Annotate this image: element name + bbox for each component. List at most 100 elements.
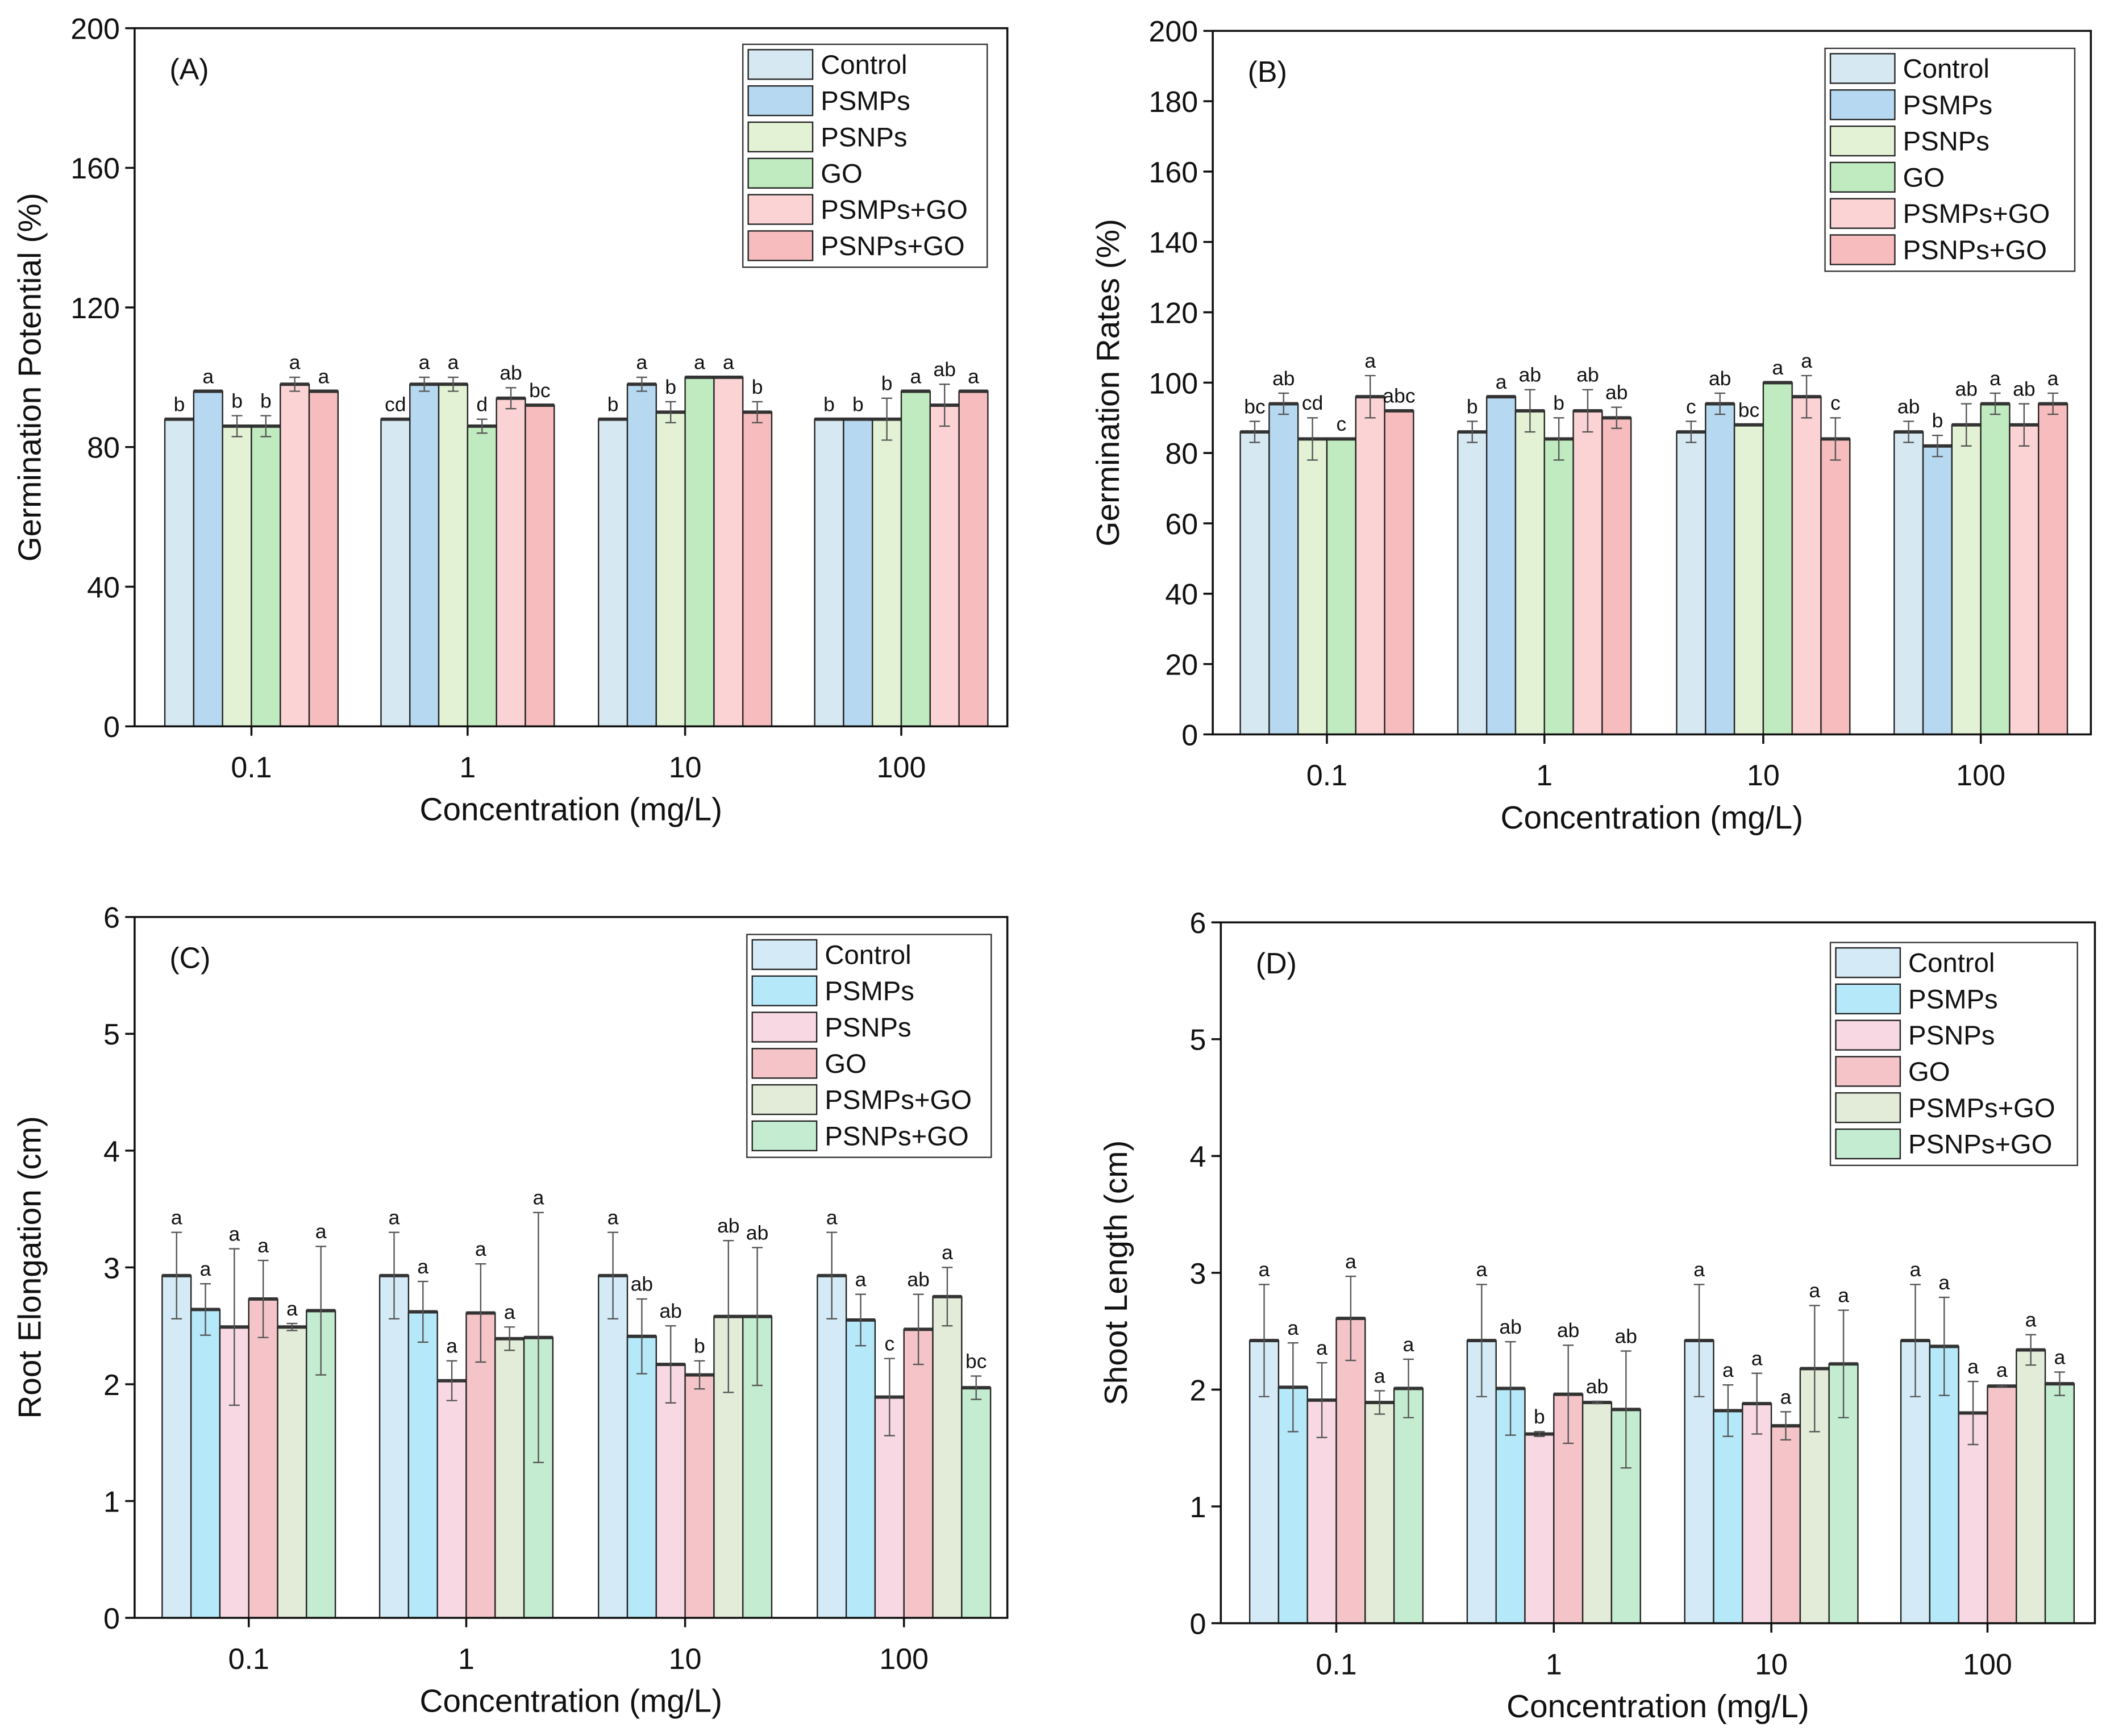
significance-letter: a — [1259, 1258, 1270, 1281]
significance-letter: a — [826, 1206, 838, 1229]
bar — [190, 1309, 221, 1619]
bar — [2009, 424, 2040, 735]
legend-swatch — [751, 1084, 818, 1115]
bar — [193, 390, 223, 727]
x-axis-label: Concentration (mg/L) — [1501, 800, 1803, 836]
bar — [1384, 410, 1414, 735]
y-tick-label: 100 — [1148, 367, 1198, 400]
x-tick-label: 10 — [669, 751, 702, 784]
significance-letter: ab — [1519, 364, 1541, 386]
bar — [1951, 424, 1982, 735]
y-tick-label: 200 — [70, 13, 120, 46]
legend-swatch — [1829, 89, 1896, 120]
y-tick-label: 2 — [103, 1369, 120, 1402]
legend-swatch — [751, 1048, 818, 1079]
legend-swatch — [751, 939, 818, 971]
legend-swatch — [1835, 983, 1901, 1015]
significance-letter: bc — [965, 1350, 987, 1372]
bar — [494, 1338, 525, 1619]
legend-label: PSMPs — [825, 976, 914, 1006]
bar — [1733, 424, 1764, 735]
bar — [1601, 417, 1632, 735]
significance-letter: ab — [1557, 1319, 1579, 1342]
significance-letter: ab — [1615, 1325, 1637, 1347]
bar — [626, 384, 657, 727]
x-tick-label: 0.1 — [231, 751, 272, 784]
legend-label: PSMPs — [821, 86, 910, 116]
bar — [436, 1380, 467, 1619]
bar — [407, 1311, 438, 1619]
significance-letter: ab — [1709, 367, 1731, 390]
significance-letter: c — [884, 1333, 894, 1355]
significance-letter: b — [1467, 395, 1478, 418]
plot-frame — [1212, 30, 2092, 736]
significance-letter: ab — [1586, 1375, 1608, 1398]
legend-label: PSNPs+GO — [1908, 1130, 2052, 1160]
bar — [814, 418, 844, 727]
significance-letter: b — [607, 393, 619, 415]
significance-letter: b — [881, 372, 893, 395]
legend-label: PSMPs+GO — [1903, 199, 2050, 229]
legend-label: PSMPs+GO — [821, 195, 968, 225]
y-tick-label: 160 — [70, 152, 120, 185]
significance-letter: b — [852, 393, 864, 415]
bar — [1742, 1402, 1772, 1624]
y-tick-label: 40 — [87, 571, 120, 604]
significance-letter: d — [476, 393, 488, 415]
bar — [2044, 1383, 2075, 1624]
bar — [1239, 431, 1270, 735]
significance-letter: ab — [660, 1300, 682, 1322]
y-axis-label: Germination Rates (%) — [1091, 219, 1126, 547]
significance-letter: b — [1932, 409, 1943, 432]
legend-label: Control — [825, 940, 911, 970]
bar — [1514, 410, 1545, 735]
x-tick-label: 1 — [458, 1643, 475, 1676]
panel-label: (A) — [169, 53, 209, 86]
bar — [277, 1326, 307, 1619]
significance-letter: a — [942, 1241, 953, 1264]
y-tick-label: 120 — [1148, 297, 1198, 330]
bar — [684, 376, 715, 727]
bar — [655, 411, 686, 727]
significance-letter: a — [1496, 370, 1507, 393]
y-tick-label: 5 — [103, 1018, 120, 1051]
bar — [1355, 396, 1385, 735]
significance-letter: a — [533, 1187, 544, 1209]
bar — [598, 418, 629, 727]
significance-letter: a — [2025, 1309, 2037, 1331]
significance-letter: ab — [717, 1214, 739, 1237]
significance-letter: a — [1316, 1337, 1327, 1359]
bar — [961, 1387, 992, 1619]
bar — [929, 404, 960, 727]
y-tick-label: 200 — [1148, 15, 1198, 48]
bar — [1364, 1401, 1395, 1624]
legend-swatch — [1829, 234, 1896, 265]
x-tick-label: 100 — [1963, 1648, 2012, 1681]
bar — [380, 418, 411, 727]
significance-letter: ab — [1272, 367, 1295, 390]
bar — [409, 384, 440, 727]
bar — [161, 1275, 192, 1619]
y-tick-label: 180 — [1148, 86, 1198, 119]
legend-label: Control — [821, 50, 907, 80]
x-tick-label: 0.1 — [228, 1643, 269, 1676]
legend-swatch — [1829, 53, 1896, 84]
significance-letter: ab — [907, 1268, 929, 1291]
legend-swatch — [751, 1120, 818, 1152]
x-axis-label: Concentration (mg/L) — [420, 1683, 722, 1719]
significance-letter: a — [286, 1297, 298, 1320]
significance-letter: ab — [500, 361, 522, 384]
significance-letter: a — [1364, 349, 1376, 372]
legend-swatch — [747, 230, 814, 261]
y-tick-label: 4 — [1189, 1140, 1206, 1173]
x-tick-label: 1 — [1546, 1648, 1562, 1681]
significance-letter: a — [1722, 1359, 1734, 1381]
significance-letter: b — [260, 389, 272, 412]
bar — [1893, 431, 1924, 735]
legend-label: PSMPs+GO — [1908, 1093, 2055, 1123]
y-tick-label: 3 — [1189, 1258, 1206, 1290]
